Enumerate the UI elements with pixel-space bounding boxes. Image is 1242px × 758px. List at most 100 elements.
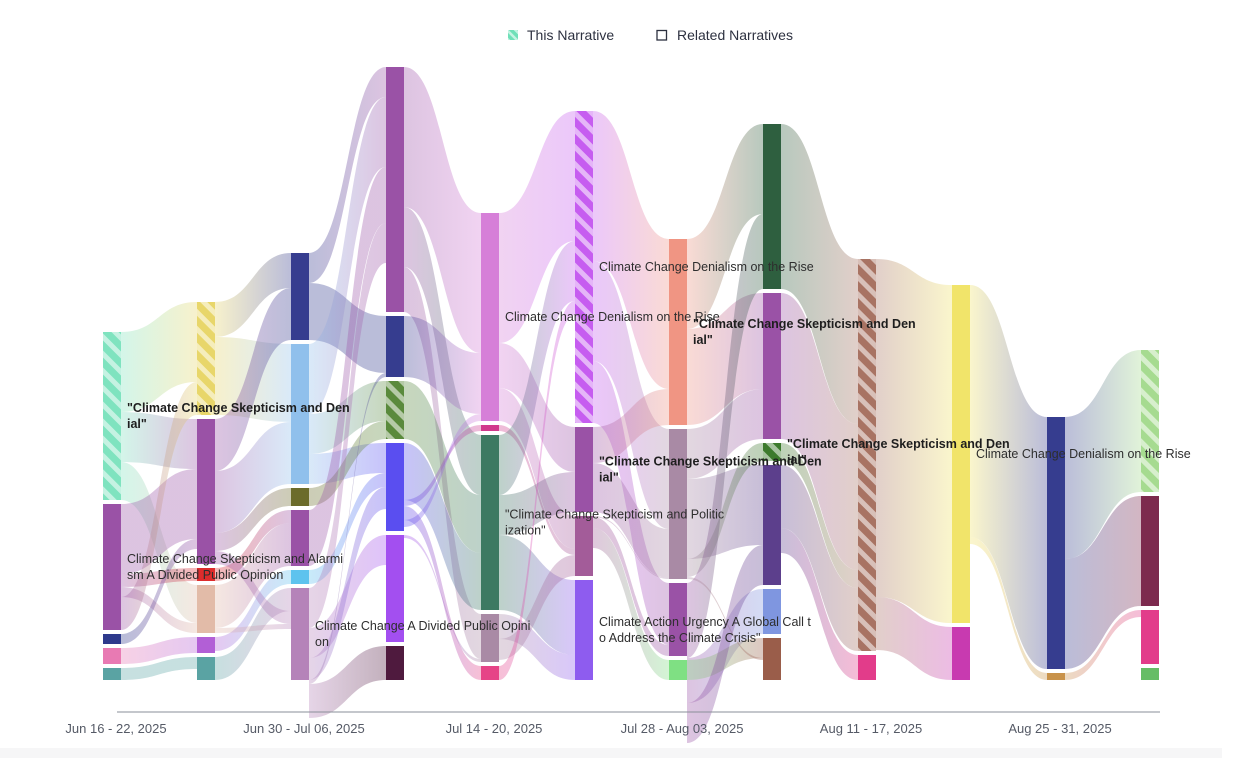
flow-link <box>121 382 197 630</box>
node-labels: "Climate Change Skepticism and Den ial"Cl… <box>127 260 1191 649</box>
flow-link <box>1065 350 1141 559</box>
node-label: Climate Change Denialism on the Rise <box>505 310 720 324</box>
related-node[interactable] <box>669 239 687 425</box>
flow-link <box>499 111 575 343</box>
related-node[interactable] <box>103 668 121 680</box>
narrative-node[interactable] <box>386 381 404 439</box>
flow-link <box>876 597 952 680</box>
related-node[interactable] <box>481 213 499 421</box>
x-tick-label: Jul 28 - Aug 03, 2025 <box>621 721 744 736</box>
related-node[interactable] <box>386 316 404 377</box>
flow-link <box>309 67 386 283</box>
legend-label-this-narrative[interactable]: This Narrative <box>527 27 614 43</box>
flow-link <box>781 465 858 651</box>
related-node[interactable] <box>386 443 404 531</box>
related-node[interactable] <box>291 588 309 680</box>
flow-link <box>309 223 386 628</box>
related-node[interactable] <box>763 465 781 585</box>
related-node[interactable] <box>291 488 309 506</box>
related-node[interactable] <box>1141 496 1159 606</box>
x-axis: Jun 16 - 22, 2025 Jun 30 - Jul 06, 2025 Ju… <box>65 711 1160 736</box>
flow-link <box>1065 610 1141 680</box>
related-node[interactable] <box>386 535 404 642</box>
narrative-node[interactable] <box>575 111 593 423</box>
legend-swatch-this-narrative <box>508 30 518 40</box>
related-node[interactable] <box>291 344 309 484</box>
flow-link <box>593 463 669 578</box>
related-node[interactable] <box>291 570 309 584</box>
flow-link <box>593 516 669 579</box>
related-node[interactable] <box>1141 610 1159 664</box>
narrative-node[interactable] <box>103 332 121 500</box>
related-node[interactable] <box>575 516 593 576</box>
related-node[interactable] <box>763 589 781 634</box>
related-node[interactable] <box>386 67 404 312</box>
related-node[interactable] <box>197 637 215 653</box>
narrative-node[interactable] <box>1141 350 1159 492</box>
related-node[interactable] <box>481 666 499 680</box>
bottom-strip <box>0 748 1222 758</box>
related-node[interactable] <box>763 124 781 289</box>
related-node[interactable] <box>103 504 121 630</box>
flow-link <box>593 389 669 463</box>
related-node[interactable] <box>291 510 309 566</box>
related-node[interactable] <box>858 655 876 680</box>
related-node[interactable] <box>952 285 970 623</box>
related-node[interactable] <box>291 253 309 340</box>
flow-link <box>970 537 1047 680</box>
flow-link <box>593 517 669 656</box>
related-node[interactable] <box>763 293 781 439</box>
related-node[interactable] <box>669 660 687 680</box>
related-node[interactable] <box>669 583 687 656</box>
related-node[interactable] <box>952 627 970 680</box>
related-node[interactable] <box>197 568 215 581</box>
related-node[interactable] <box>1047 417 1065 669</box>
flow-link <box>215 523 291 628</box>
flow-link <box>404 425 481 506</box>
node-label: Climate Change Denialism on the Rise <box>976 447 1191 461</box>
related-node[interactable] <box>575 580 593 680</box>
flow-link <box>687 545 763 743</box>
flow-link <box>687 124 763 329</box>
related-node[interactable] <box>1047 673 1065 680</box>
flow-link <box>121 302 197 412</box>
legend-label-related-narratives[interactable]: Related Narratives <box>677 27 793 43</box>
related-node[interactable] <box>481 425 499 431</box>
flow-link <box>499 241 575 495</box>
related-node[interactable] <box>669 429 687 579</box>
narrative-node[interactable] <box>197 302 215 415</box>
flow-link <box>687 214 763 658</box>
flow-link <box>121 657 197 680</box>
related-node[interactable] <box>481 614 499 662</box>
narrative-node[interactable] <box>858 259 876 651</box>
related-node[interactable] <box>575 427 593 512</box>
flow-link <box>404 316 481 414</box>
related-node[interactable] <box>481 435 499 610</box>
related-node[interactable] <box>1141 668 1159 680</box>
node-label: "Climate Change Skepticism and Den ial" <box>693 317 916 347</box>
related-node[interactable] <box>763 638 781 680</box>
flow-link <box>215 422 291 533</box>
flow-link <box>309 97 386 414</box>
related-node[interactable] <box>197 419 215 564</box>
flow-link <box>781 528 858 680</box>
flow-nodes <box>103 67 1159 680</box>
flow-link <box>309 535 386 658</box>
flow-link <box>499 535 575 655</box>
flow-link <box>1065 496 1141 669</box>
narrative-node[interactable] <box>763 443 781 461</box>
flow-link <box>215 624 291 633</box>
related-node[interactable] <box>386 646 404 680</box>
related-node[interactable] <box>103 648 121 664</box>
node-label: Climate Change A Divided Public Opini on <box>315 619 530 649</box>
related-node[interactable] <box>197 657 215 680</box>
flow-link <box>499 301 575 680</box>
flow-link <box>404 414 481 527</box>
related-node[interactable] <box>103 634 121 644</box>
flow-link <box>121 539 197 644</box>
node-label: "Climate Change Skepticism and Den ial" <box>599 455 822 485</box>
related-node[interactable] <box>197 585 215 633</box>
flow-link <box>970 285 1047 669</box>
node-label: Climate Change Denialism on the Rise <box>599 260 814 274</box>
flow-link <box>687 443 763 577</box>
